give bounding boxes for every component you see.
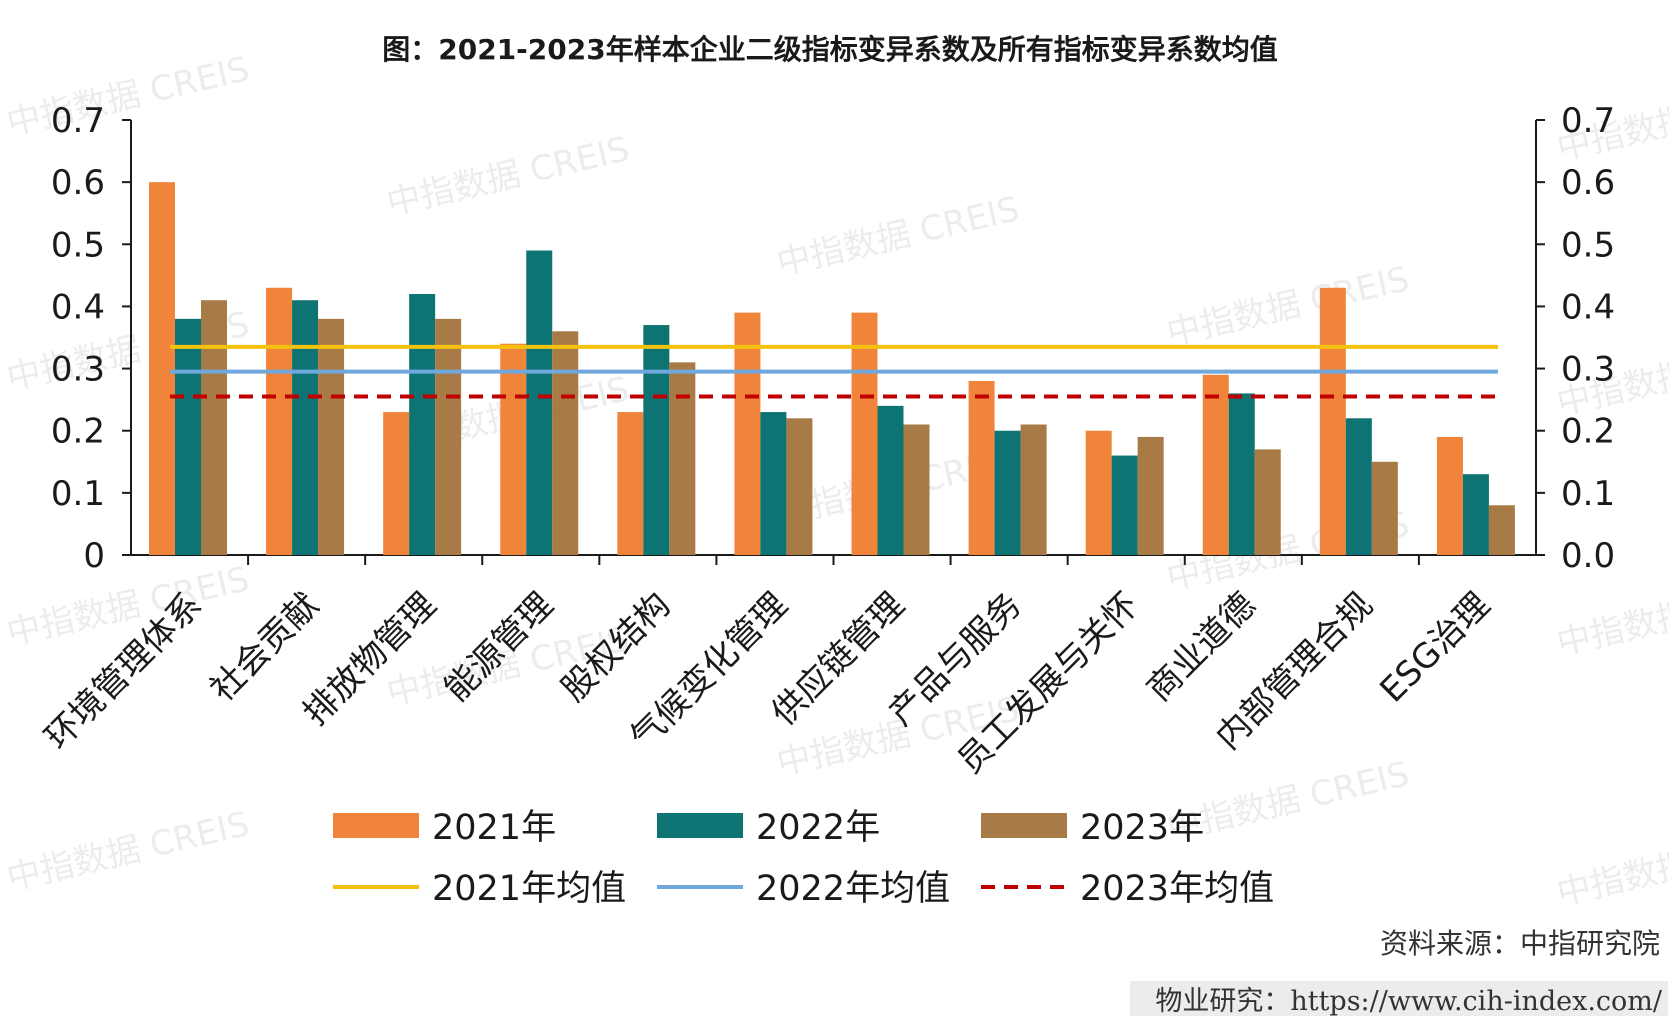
- y-tick-label-right: 0.4: [1561, 287, 1615, 327]
- footer-note: 物业研究：https://www.cih-index.com/: [1155, 986, 1663, 1016]
- bar-2021年-2: [266, 287, 293, 555]
- footer-url[interactable]: https://www.cih-index.com/: [1290, 986, 1663, 1016]
- category-labels: 环境管理体系社会贡献排放物管理能源管理股权结构气候变化管理供应链管理产品与服务员…: [37, 585, 1497, 782]
- bar-2022年-7: [877, 405, 904, 555]
- watermark-text: 中指数据 CREIS: [1553, 569, 1669, 664]
- bar-2022年-3: [409, 294, 436, 555]
- bar-2023年-9: [1137, 436, 1164, 555]
- mean-lines: [170, 344, 1498, 399]
- bar-2022年-10: [1228, 393, 1255, 555]
- bar-2023年-4: [552, 331, 579, 555]
- bar-2023年-6: [786, 418, 813, 555]
- legend-swatch-2022年: [657, 813, 743, 838]
- y-tick-label-right: 0.7: [1561, 101, 1615, 141]
- watermark-text: 中指数据 CREIS: [1553, 819, 1669, 914]
- legend-label: 2022年均值: [756, 869, 950, 909]
- legend-swatch-2023年: [981, 813, 1067, 838]
- watermark-text: 中指数据 CREIS: [773, 189, 1023, 284]
- y-tick-label-left: 0.7: [51, 101, 105, 141]
- legend-label: 2023年均值: [1080, 869, 1274, 909]
- chart-title: 图：2021-2023年样本企业二级指标变异系数及所有指标变异系数均值: [382, 33, 1277, 66]
- y-tick-label-left: 0.1: [51, 474, 105, 514]
- bar-2022年-2: [292, 300, 319, 555]
- bar-2023年-7: [903, 424, 930, 555]
- bar-2021年-5: [617, 412, 644, 555]
- source-note: 资料来源：中指研究院: [1380, 927, 1660, 960]
- bar-2021年-4: [500, 343, 527, 555]
- y-tick-label-left: 0.3: [51, 350, 105, 390]
- bar-2021年-10: [1202, 374, 1229, 555]
- y-tick-label-left: 0.4: [51, 287, 105, 327]
- watermark-text: 中指数据 CREIS: [383, 129, 633, 224]
- bar-2023年-2: [318, 318, 345, 555]
- legend: 2021年 2022年 2023年 2021年均值 2022年均值 2023年均值: [333, 808, 1274, 909]
- watermark-text: 中指数据 CREIS: [3, 49, 253, 144]
- bar-2021年-3: [383, 412, 410, 555]
- watermark-text: 中指数据 CREIS: [3, 804, 253, 899]
- bar-2023年-12: [1488, 505, 1515, 555]
- y-tick-label-right: 0.6: [1561, 163, 1615, 203]
- footer-bg: [1130, 981, 1668, 1016]
- category-label: 商业道德: [1139, 585, 1263, 709]
- bar-2022年-1: [175, 318, 201, 555]
- legend-label: 2023年: [1080, 808, 1204, 848]
- y-tick-label-right: 0.5: [1561, 225, 1615, 265]
- bar-2021年-7: [851, 312, 878, 555]
- bar-2021年-6: [734, 312, 761, 555]
- bar-2021年-12: [1436, 436, 1463, 555]
- category-label: ESG治理: [1372, 585, 1497, 710]
- axes: 0 0.1 0.2 0.3 0.4 0.5 0.6 0.7 0.0 0.1 0.2 0.3 0.4 0.5…: [51, 101, 1615, 576]
- y-tick-label-left: 0: [83, 536, 105, 576]
- bar-2021年-8: [968, 381, 995, 555]
- bars: [149, 182, 1515, 555]
- bar-2021年-1: [149, 182, 175, 555]
- legend-label: 2021年: [432, 808, 556, 848]
- bar-2022年-12: [1462, 474, 1489, 555]
- y-tick-label-right: 0.2: [1561, 412, 1615, 452]
- bar-2021年-9: [1085, 430, 1112, 555]
- bar-2022年-8: [994, 430, 1021, 555]
- bar-2021年-11: [1319, 287, 1346, 555]
- bar-2023年-1: [201, 300, 227, 555]
- bar-2023年-11: [1371, 461, 1398, 555]
- footer-prefix: 物业研究：: [1155, 986, 1290, 1016]
- bar-2023年-8: [1020, 424, 1047, 555]
- bar-2023年-10: [1254, 449, 1281, 555]
- y-tick-label-right: 0.1: [1561, 474, 1615, 514]
- bar-2022年-9: [1111, 455, 1138, 555]
- bar-2023年-5: [669, 362, 696, 555]
- legend-swatch-2021年: [333, 813, 419, 838]
- bar-2022年-4: [526, 250, 553, 555]
- bar-2022年-5: [643, 325, 670, 555]
- legend-label: 2022年: [756, 808, 880, 848]
- watermark-text: 中指数据 CREIS: [1163, 259, 1413, 354]
- y-tick-label-right: 0.0: [1561, 536, 1615, 576]
- y-tick-label-left: 0.6: [51, 163, 105, 203]
- watermark-layer: 中指数据 CREIS 中指数据 CREIS 中指数据 CREIS 中指数据 CREIS…: [3, 49, 1669, 914]
- y-tick-label-left: 0.5: [51, 225, 105, 265]
- bar-2022年-6: [760, 412, 787, 555]
- y-tick-label-left: 0.2: [51, 412, 105, 452]
- bar-2022年-11: [1345, 418, 1372, 555]
- y-tick-label-right: 0.3: [1561, 350, 1615, 390]
- bar-2023年-3: [435, 318, 462, 555]
- legend-label: 2021年均值: [432, 869, 626, 909]
